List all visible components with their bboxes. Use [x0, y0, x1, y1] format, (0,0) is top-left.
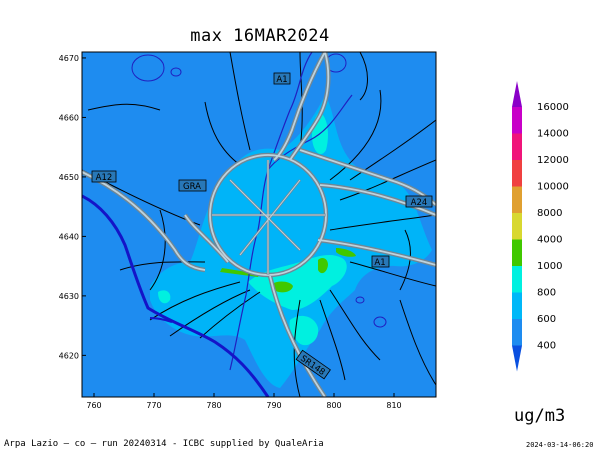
- colorbar-level-label: 16000: [537, 102, 569, 113]
- colorbar-level-label: 4000: [537, 235, 562, 246]
- colorbar-swatch: [512, 107, 522, 134]
- road-shield-a24: A24: [405, 195, 433, 208]
- footer-credits: Arpa Lazio — co — run 20240314 - ICBC su…: [4, 439, 324, 449]
- colorbar-level-label: 12000: [537, 155, 569, 166]
- colorbar-level-label: 800: [537, 288, 556, 299]
- tiber-mouth: [149, 317, 173, 323]
- plume-high-2: [318, 257, 328, 274]
- x-tick-label: 810: [386, 401, 401, 410]
- concentration-field: A1 A12 GRA A24 A1 SR148: [82, 52, 436, 397]
- lake-outline-4: [373, 316, 387, 328]
- y-tick-label: 4620: [59, 351, 79, 360]
- colorbar: 16000 14000 12000 10000 8000 4000 1000 800 600 40…: [512, 81, 569, 372]
- plume-mid-4: [158, 290, 171, 304]
- colorbar-swatch: [512, 319, 522, 346]
- road-label-gra: GRA: [183, 182, 201, 192]
- plume-high-1: [271, 281, 293, 293]
- highways: [82, 52, 436, 397]
- colorbar-swatch: [512, 266, 522, 293]
- x-tick-label: 790: [266, 401, 281, 410]
- x-tick-label: 770: [146, 401, 161, 410]
- y-tick-label: 4630: [59, 292, 79, 301]
- colorbar-level-label: 8000: [537, 208, 562, 219]
- plume-high-3: [336, 248, 356, 257]
- colorbar-swatch: [512, 292, 522, 319]
- colorbar-swatch: [512, 160, 522, 187]
- units-label: ug/m3: [514, 406, 566, 426]
- road-label-a1-south: A1: [374, 258, 385, 268]
- map-title: max 16MAR2024: [190, 26, 330, 46]
- colorbar-swatch: [512, 133, 522, 160]
- road-shield-gra: GRA: [178, 179, 207, 192]
- x-axis-ticks: 760 770 780 790 800 810: [86, 393, 402, 410]
- colorbar-level-label: 10000: [537, 182, 569, 193]
- rivers: [229, 52, 353, 371]
- x-tick-label: 760: [86, 401, 101, 410]
- y-tick-label: 4660: [59, 113, 79, 122]
- lake-outline-1: [131, 54, 165, 82]
- road-label-a24: A24: [411, 198, 428, 208]
- footer-timestamp: 2024-03-14-06:20: [526, 441, 594, 449]
- plume-high-4: [220, 268, 260, 277]
- y-tick-label: 4670: [59, 54, 79, 63]
- coastline: [82, 194, 270, 397]
- colorbar-level-label: 600: [537, 314, 556, 325]
- colorbar-swatch: [512, 186, 522, 213]
- colorbar-level-label: 400: [537, 341, 556, 352]
- x-tick-label: 780: [206, 401, 221, 410]
- colorbar-top-arrow: [512, 81, 522, 107]
- colorbar-swatch: [512, 213, 522, 240]
- colorbar-swatch: [512, 239, 522, 266]
- map-frame: [81, 51, 437, 398]
- colorbar-bottom-arrow: [512, 345, 522, 372]
- y-tick-label: 4650: [59, 173, 79, 182]
- road-shield-a1-north: A1: [273, 72, 291, 85]
- colorbar-level-label: 14000: [537, 129, 569, 140]
- lake-outline-2: [170, 67, 182, 77]
- road-label-a12: A12: [96, 173, 113, 183]
- lake-outline-5: [355, 296, 365, 304]
- road-shield-a12: A12: [91, 170, 117, 183]
- y-tick-label: 4640: [59, 232, 79, 241]
- road-shield-a1-south: A1: [371, 255, 390, 268]
- road-label-a1-north: A1: [276, 75, 287, 85]
- y-axis-ticks: 4670 4660 4650 4640 4630 4620: [59, 54, 86, 360]
- colorbar-level-label: 1000: [537, 261, 562, 272]
- x-tick-label: 800: [326, 401, 341, 410]
